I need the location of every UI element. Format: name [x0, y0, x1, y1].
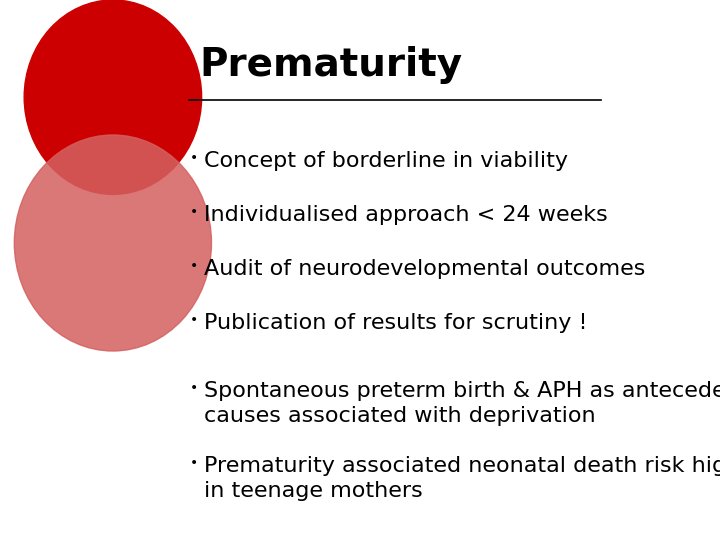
- Text: Concept of borderline in viability: Concept of borderline in viability: [204, 151, 568, 171]
- Text: •: •: [190, 313, 198, 327]
- Text: •: •: [190, 456, 198, 470]
- Text: Audit of neurodevelopmental outcomes: Audit of neurodevelopmental outcomes: [204, 259, 645, 279]
- Circle shape: [14, 135, 212, 351]
- Text: •: •: [190, 205, 198, 219]
- Text: •: •: [190, 259, 198, 273]
- Text: •: •: [190, 381, 198, 395]
- Text: •: •: [190, 151, 198, 165]
- Circle shape: [24, 0, 202, 194]
- Text: Prematurity associated neonatal death risk highest
in teenage mothers: Prematurity associated neonatal death ri…: [204, 456, 720, 501]
- Text: Publication of results for scrutiny !: Publication of results for scrutiny !: [204, 313, 588, 333]
- Text: Prematurity: Prematurity: [199, 46, 462, 84]
- Text: Individualised approach < 24 weeks: Individualised approach < 24 weeks: [204, 205, 608, 225]
- Text: Spontaneous preterm birth & APH as antecedent
causes associated with deprivation: Spontaneous preterm birth & APH as antec…: [204, 381, 720, 426]
